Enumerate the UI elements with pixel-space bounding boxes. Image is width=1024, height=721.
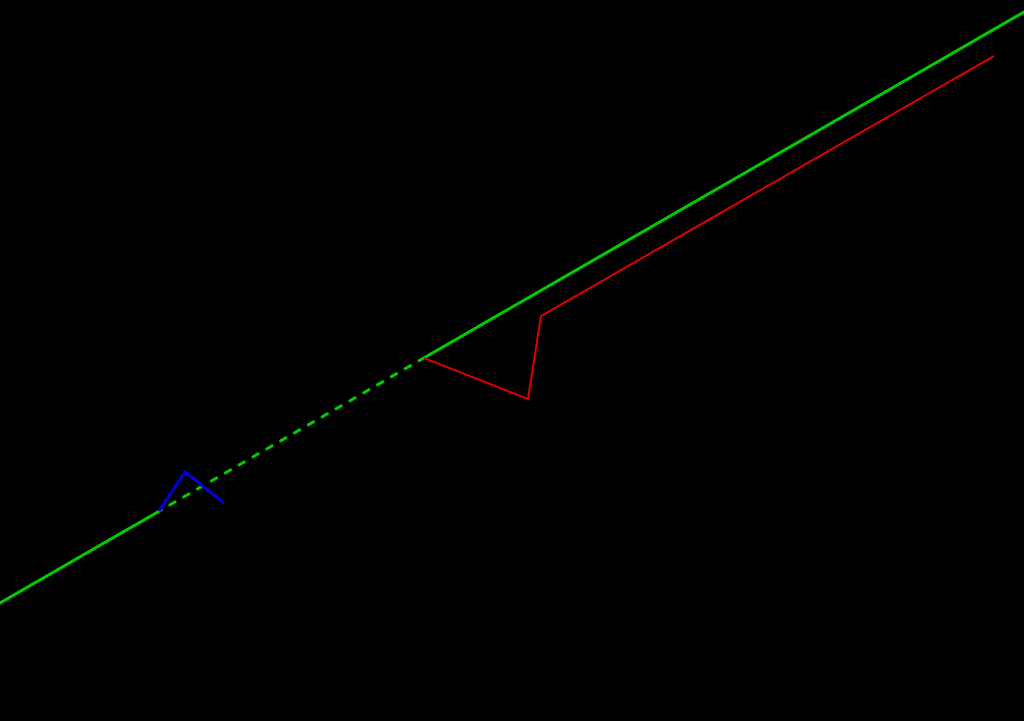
main-line-solid-left <box>0 513 156 603</box>
main-line-dotted-middle <box>156 359 422 513</box>
red-check-marker <box>424 56 994 399</box>
diagram-canvas <box>0 0 1024 721</box>
main-line-solid-right <box>422 12 1024 359</box>
